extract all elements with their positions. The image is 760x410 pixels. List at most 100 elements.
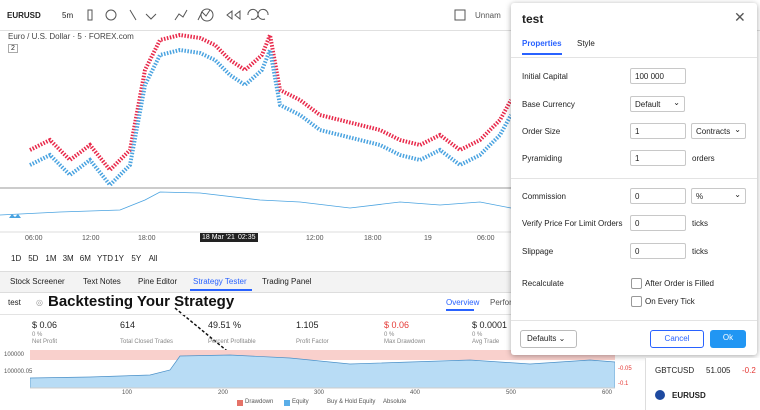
caret: ⌄ bbox=[734, 190, 741, 199]
caret: ⌄ bbox=[734, 125, 741, 134]
x-tick-label: 100 bbox=[122, 390, 133, 396]
pane-count[interactable]: 2 bbox=[8, 44, 18, 53]
cancel-button[interactable]: Cancel bbox=[650, 330, 704, 348]
symbol[interactable]: EURUSD bbox=[7, 11, 41, 20]
legend-swatch bbox=[237, 400, 243, 406]
metric-value: $ 0.06 bbox=[32, 320, 58, 330]
y2-tick-label: -0.1 bbox=[618, 381, 629, 387]
text-input[interactable]: 0 bbox=[630, 215, 686, 231]
panel-tab[interactable]: Text Notes bbox=[83, 277, 121, 286]
ok-button[interactable]: Ok bbox=[710, 330, 746, 348]
checkbox-label: On Every Tick bbox=[645, 297, 695, 306]
range-button[interactable]: YTD bbox=[97, 254, 113, 263]
metric-percent: 0 % bbox=[472, 332, 483, 338]
row-label: Pyramiding bbox=[522, 154, 563, 163]
row-label: Order Size bbox=[522, 127, 561, 136]
row-label: Recalculate bbox=[522, 279, 564, 288]
legend-swatch bbox=[284, 400, 290, 406]
metric-label: Avg Trade bbox=[472, 339, 500, 345]
settings-icon[interactable]: ◎ bbox=[36, 298, 43, 307]
select[interactable]: % ⌄ bbox=[691, 188, 746, 204]
layout-name[interactable]: Unnam bbox=[475, 11, 501, 20]
tab-underline bbox=[190, 289, 252, 291]
range-button[interactable]: 3M bbox=[62, 254, 74, 263]
unit-label: orders bbox=[692, 154, 715, 163]
dialog-title: test bbox=[522, 12, 544, 26]
time-label: 12:00 bbox=[82, 235, 100, 242]
view-tab[interactable]: Overview bbox=[446, 298, 480, 307]
text-input[interactable]: 1 bbox=[630, 150, 686, 166]
x-tick-label: 600 bbox=[602, 390, 613, 396]
text-input[interactable]: 1 bbox=[630, 123, 686, 139]
metric-label: Max Drawdown bbox=[384, 339, 426, 345]
legend-label: Buy & Hold Equity bbox=[327, 399, 376, 405]
metric-value: 49.51 % bbox=[208, 320, 242, 330]
metric-value: 614 bbox=[120, 320, 136, 330]
text-input[interactable]: 0 bbox=[630, 188, 686, 204]
time-label: 18:00 bbox=[138, 235, 156, 242]
time-label: 02:35 bbox=[236, 233, 258, 242]
range-button[interactable]: 5D bbox=[28, 254, 39, 263]
tab-bar bbox=[0, 271, 645, 293]
tab-underline bbox=[522, 53, 562, 55]
panel-tab[interactable]: Strategy Tester bbox=[193, 277, 247, 286]
x-tick-label: 400 bbox=[410, 390, 421, 396]
range-button[interactable]: 1D bbox=[11, 254, 22, 263]
row-label: Base Currency bbox=[522, 100, 575, 109]
y2-tick-label: -0.05 bbox=[618, 366, 632, 372]
x-tick-label: 300 bbox=[314, 390, 325, 396]
toolbar bbox=[0, 0, 760, 31]
select[interactable]: Contracts ⌄ bbox=[691, 123, 746, 139]
range-button[interactable]: 1M bbox=[45, 254, 57, 263]
metric-value: $ 0.06 bbox=[384, 320, 410, 330]
watch-symbol[interactable]: EURUSD bbox=[672, 391, 706, 400]
time-label: 19 bbox=[424, 235, 432, 242]
panel-tab[interactable]: Trading Panel bbox=[262, 277, 312, 286]
watch-change: -0.2 bbox=[742, 366, 756, 375]
strategy-name[interactable]: test bbox=[8, 298, 21, 307]
text-input[interactable]: 100 000 bbox=[630, 68, 686, 84]
range-button[interactable]: All bbox=[148, 254, 158, 263]
range-button[interactable]: 1Y bbox=[114, 254, 124, 263]
checkbox[interactable] bbox=[631, 296, 642, 307]
watch-symbol[interactable]: GBTCUSD bbox=[655, 366, 695, 375]
interval[interactable]: 5m bbox=[62, 11, 74, 20]
checkbox[interactable] bbox=[631, 278, 642, 289]
legend-label: Equity bbox=[292, 399, 309, 405]
x-tick-label: 200 bbox=[218, 390, 229, 396]
x-tick-label: 500 bbox=[506, 390, 517, 396]
toolbar-icons bbox=[87, 8, 466, 22]
y-tick-label: 100000 bbox=[4, 352, 25, 358]
row-label: Initial Capital bbox=[522, 72, 568, 81]
divider bbox=[511, 57, 757, 58]
dialog-tab[interactable]: Properties bbox=[522, 39, 562, 48]
metric-label: Profit Factor bbox=[296, 339, 329, 345]
divider bbox=[511, 178, 757, 179]
divider bbox=[511, 320, 757, 321]
panel-tab[interactable]: Stock Screener bbox=[10, 277, 65, 286]
range-button[interactable]: 6M bbox=[79, 254, 91, 263]
time-label: 06:00 bbox=[477, 235, 495, 242]
time-label: 06:00 bbox=[25, 235, 43, 242]
y-tick-label: 100000.05 bbox=[4, 369, 33, 375]
dialog-tab[interactable]: Style bbox=[577, 39, 595, 48]
button-text: Defaults bbox=[527, 334, 557, 343]
text-input[interactable]: 0 bbox=[630, 243, 686, 259]
close-button[interactable]: ✕ bbox=[734, 9, 746, 25]
metric-value: $ 0.0001 bbox=[472, 320, 508, 330]
annotation: Backtesting Your Strategy bbox=[48, 293, 235, 310]
defaults-button[interactable]: Defaults ⌄ bbox=[520, 330, 577, 348]
panel-tab[interactable]: Pine Editor bbox=[138, 277, 178, 286]
unit-label: ticks bbox=[692, 247, 708, 256]
view-tab[interactable]: Perfor bbox=[490, 298, 512, 307]
metric-value: 1.105 bbox=[296, 320, 319, 330]
metric-label: Total Closed Trades bbox=[120, 339, 174, 345]
unit-label: ticks bbox=[692, 219, 708, 228]
row-label: Verify Price For Limit Orders bbox=[522, 219, 623, 228]
range-button[interactable]: 5Y bbox=[131, 254, 142, 263]
select[interactable]: Default ⌄ bbox=[630, 96, 685, 112]
caret: ⌄ bbox=[673, 98, 680, 107]
metric-percent: 0 % bbox=[32, 332, 43, 338]
legend-label[interactable]: Absolute bbox=[383, 399, 407, 405]
